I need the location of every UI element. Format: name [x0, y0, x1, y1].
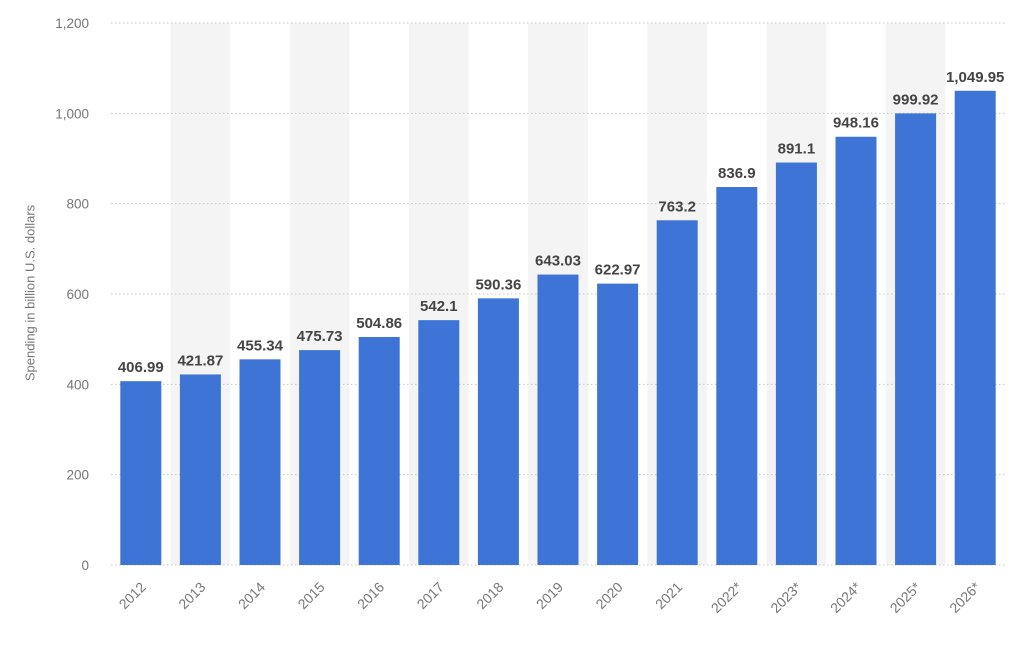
y-axis-label: Spending in billion U.S. dollars — [22, 204, 38, 382]
y-tick-label: 1,000 — [55, 106, 89, 121]
x-tick-label: 2012 — [116, 579, 149, 612]
y-tick-label: 200 — [66, 468, 89, 483]
bar — [537, 274, 579, 565]
x-tick-label: 2022* — [708, 578, 746, 616]
y-tick-label: 800 — [66, 197, 89, 212]
data-label: 763.2 — [658, 198, 696, 215]
bars — [120, 90, 996, 565]
y-tick-label: 400 — [66, 377, 89, 392]
data-label: 421.87 — [177, 352, 223, 369]
x-tick-label: 2015 — [294, 579, 327, 612]
data-label: 622.97 — [595, 262, 641, 279]
y-axis-ticks: 0 200 400 600 800 1,000 1,200 — [55, 16, 89, 573]
x-tick-label: 2025* — [887, 578, 925, 616]
y-tick-label: 1,200 — [55, 16, 89, 31]
y-tick-label: 600 — [66, 287, 89, 302]
x-tick-label: 2021 — [652, 579, 685, 612]
x-axis-ticks: 2012 2013 2014 2015 2016 2017 2018 2019 2020 2021… — [116, 578, 984, 616]
bar — [477, 298, 519, 565]
x-tick-label: 2024* — [827, 578, 865, 616]
bar — [120, 381, 162, 565]
bar — [597, 283, 639, 565]
data-label: 406.99 — [118, 359, 164, 376]
data-label: 643.03 — [535, 253, 581, 270]
y-tick-label: 0 — [81, 558, 89, 573]
bar — [239, 359, 281, 565]
data-label: 590.36 — [475, 276, 521, 293]
bar — [716, 187, 758, 565]
x-tick-label: 2017 — [414, 579, 447, 612]
data-label: 475.73 — [297, 328, 343, 345]
x-tick-label: 2014 — [235, 579, 268, 612]
x-tick-label: 2026* — [946, 578, 984, 616]
data-label: 948.16 — [833, 115, 879, 132]
data-label: 891.1 — [778, 141, 816, 158]
bar — [656, 220, 698, 565]
data-label: 999.92 — [893, 91, 939, 108]
bar — [835, 136, 877, 565]
bar — [358, 336, 400, 565]
data-label: 455.34 — [237, 337, 284, 354]
bar — [299, 350, 341, 565]
bar — [179, 374, 221, 565]
x-tick-label: 2016 — [354, 579, 387, 612]
x-tick-label: 2018 — [473, 579, 506, 612]
bar — [775, 162, 817, 565]
data-label: 1,049.95 — [946, 69, 1004, 86]
bar — [418, 320, 460, 565]
data-label: 836.9 — [718, 165, 756, 182]
bar — [895, 113, 937, 565]
data-label: 504.86 — [356, 315, 402, 332]
x-tick-label: 2013 — [175, 579, 208, 612]
data-labels: 406.99 421.87 455.34 475.73 504.86 542.1 590.3… — [118, 69, 1005, 376]
bar — [954, 90, 996, 565]
x-tick-label: 2019 — [533, 579, 566, 612]
x-tick-label: 2020 — [592, 579, 625, 612]
data-label: 542.1 — [420, 298, 458, 315]
x-tick-label: 2023* — [767, 578, 805, 616]
